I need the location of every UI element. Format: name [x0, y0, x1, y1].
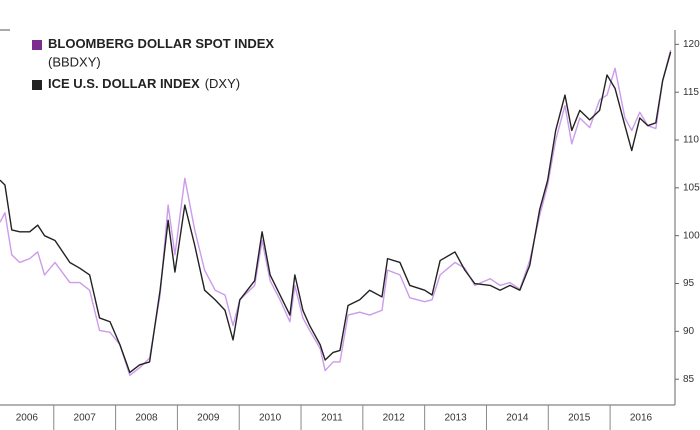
series-line	[0, 49, 672, 377]
x-tick-label: 2008	[135, 413, 158, 424]
y-tick-label: 90	[683, 326, 695, 337]
x-tick-label: 2013	[444, 413, 467, 424]
legend-entry: BLOOMBERG DOLLAR SPOT INDEX	[48, 36, 274, 51]
x-tick-label: 2012	[383, 413, 406, 424]
legend-swatch	[32, 40, 42, 50]
y-tick-label: 85	[683, 374, 695, 385]
y-tick-label: 110	[683, 135, 699, 146]
y-tick-label: 115	[683, 87, 699, 98]
y-tick-label: 120	[683, 39, 700, 50]
legend-name: ICE U.S. DOLLAR INDEX	[48, 76, 200, 91]
legend-ticker: (DXY)	[205, 76, 240, 91]
legend-swatch	[32, 80, 42, 90]
x-tick-label: 2015	[568, 413, 591, 424]
legend-name: BLOOMBERG DOLLAR SPOT INDEX	[48, 36, 274, 51]
x-tick-label: 2006	[16, 413, 39, 424]
x-tick-label: 2011	[321, 413, 343, 424]
legend-entry: ICE U.S. DOLLAR INDEX (DXY)	[48, 76, 240, 91]
x-tick-label: 2007	[74, 413, 97, 424]
legend-ticker: (BBDXY)	[48, 54, 101, 69]
x-tick-label: 2009	[197, 413, 220, 424]
x-tick-label: 2010	[259, 413, 282, 424]
x-tick-label: 2014	[506, 413, 529, 424]
y-tick-label: 95	[683, 278, 695, 289]
x-tick-label: 2016	[630, 413, 653, 424]
y-tick-label: 105	[683, 182, 700, 193]
y-tick-label: 100	[683, 230, 700, 241]
series-line	[0, 51, 672, 374]
